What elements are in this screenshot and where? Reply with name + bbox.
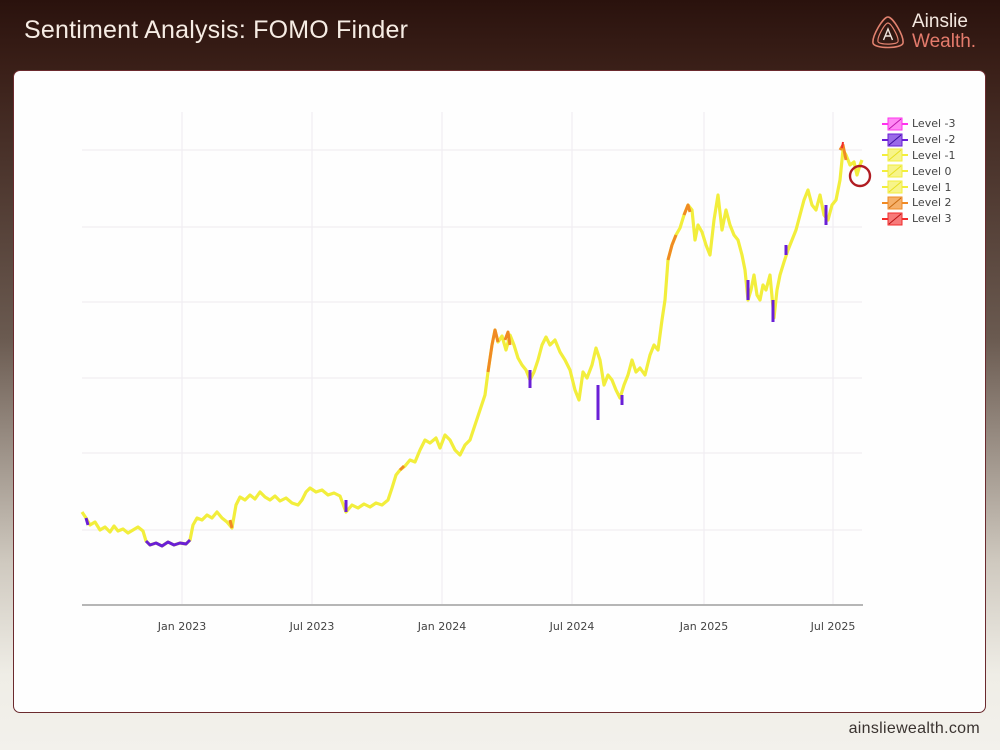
level-2-segments [228, 143, 848, 529]
legend-item-level-neg2[interactable]: Level -2 [882, 132, 956, 148]
brand-name-line2: Wealth. [912, 31, 977, 52]
legend-item-level-neg1[interactable]: Level -1 [882, 148, 956, 164]
legend-item-level-0[interactable]: Level 0 [882, 163, 956, 179]
highlight-circle [848, 164, 872, 188]
legend-label: Level 2 [912, 196, 952, 210]
a-triangle-logo-icon [872, 16, 904, 49]
x-tick-label: Jul 2025 [810, 620, 856, 633]
level-neg2-segments [84, 205, 828, 548]
price-line [80, 148, 864, 548]
legend-swatch-icon [882, 180, 908, 194]
x-tick-label: Jul 2024 [549, 620, 595, 633]
level-3-segments [841, 141, 844, 149]
legend-label: Level -3 [912, 117, 956, 131]
x-tick-label: Jan 2024 [417, 620, 467, 633]
legend-swatch-icon [882, 133, 908, 147]
legend-swatch-icon [882, 164, 908, 178]
legend-item-level-neg3[interactable]: Level -3 [882, 116, 956, 132]
legend-item-level-1[interactable]: Level 1 [882, 179, 956, 195]
legend-swatch-icon [882, 196, 908, 210]
brand-name-line1: Ainslie [912, 11, 968, 32]
legend-label: Level 0 [912, 164, 952, 178]
brand: Ainslie Wealth. [870, 12, 990, 56]
x-tick-label: Jan 2023 [157, 620, 207, 633]
x-tick-label: Jan 2025 [679, 620, 729, 633]
legend-item-level-3[interactable]: Level 3 [882, 211, 956, 227]
legend-label: Level -2 [912, 133, 956, 147]
legend-swatch-icon [882, 148, 908, 162]
page-title: Sentiment Analysis: FOMO Finder [24, 16, 409, 44]
x-tick-label: Jul 2023 [289, 620, 335, 633]
legend-item-level-2[interactable]: Level 2 [882, 195, 956, 211]
legend-swatch-icon [882, 117, 908, 131]
chart-legend: Level -3 Level -2 Level -1 Level 0 Level… [882, 116, 956, 227]
gridlines [82, 112, 862, 604]
footer-url[interactable]: ainsliewealth.com [848, 720, 980, 737]
legend-swatch-icon [882, 212, 908, 226]
legend-label: Level 3 [912, 212, 952, 226]
legend-label: Level -1 [912, 148, 956, 162]
chart-card [13, 70, 986, 713]
legend-label: Level 1 [912, 180, 952, 194]
